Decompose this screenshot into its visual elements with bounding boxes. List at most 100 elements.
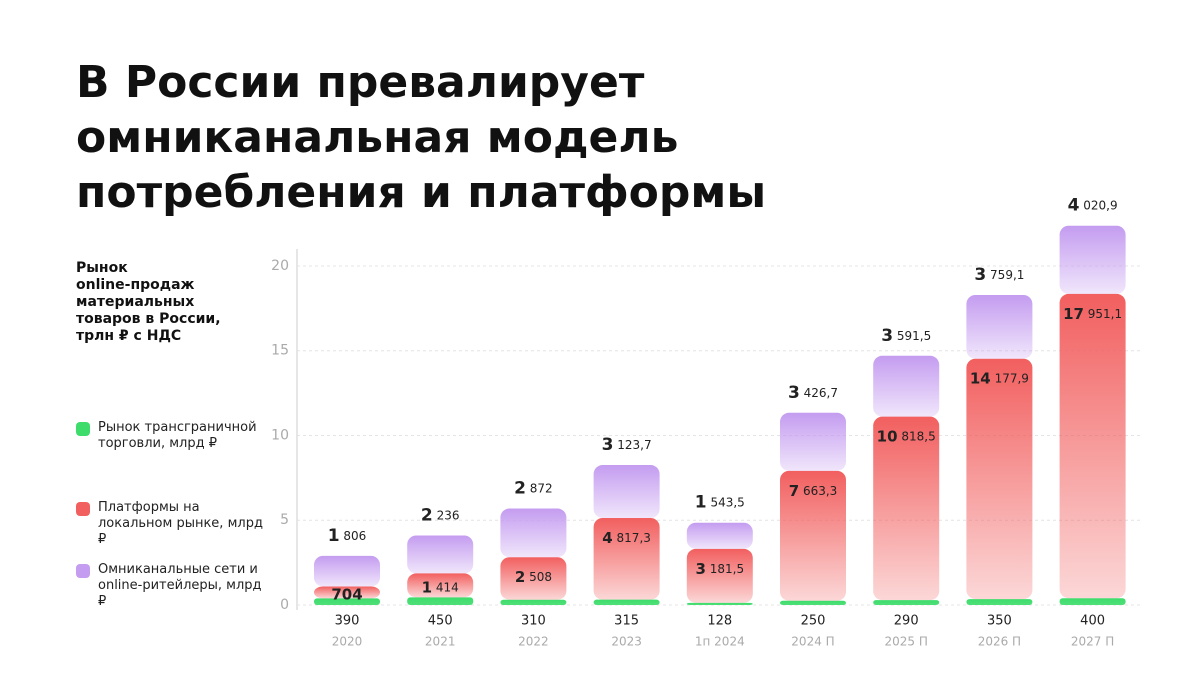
x-tick-label: 2025 П <box>885 635 928 649</box>
y-label-line: Рынок <box>76 260 128 276</box>
y-label-line: online-продаж <box>76 277 195 293</box>
label-minor: 414 <box>432 580 459 594</box>
value-label: 290 <box>894 614 919 629</box>
bar-segment <box>873 600 940 605</box>
y-tick-label: 15 <box>271 343 289 359</box>
label-minor: 177,9 <box>991 371 1029 385</box>
chart-title: потребления и платформы <box>76 167 766 218</box>
y-label-line: товаров в России, <box>76 311 221 327</box>
label-minor: 236 <box>433 508 460 522</box>
bar-segment <box>873 355 940 417</box>
value-label: 3 181,5 <box>695 559 744 577</box>
value-label: 10 818,5 <box>877 427 936 445</box>
bar-segment <box>873 416 940 601</box>
label-minor: 020,9 <box>1079 198 1117 212</box>
label-minor: 508 <box>525 570 552 584</box>
value-label: 128 <box>707 614 732 629</box>
bar-segment <box>1059 225 1126 294</box>
label-minor: 543,5 <box>707 495 745 509</box>
bar-segment <box>780 470 846 601</box>
bar-segment <box>966 294 1033 359</box>
label-major: 10 <box>877 427 898 445</box>
bar-segment <box>593 465 660 518</box>
bar-segment <box>686 522 753 549</box>
bar-segment <box>1059 598 1126 605</box>
x-tick-label: 2022 <box>518 635 549 649</box>
label-major: 3 <box>881 326 893 346</box>
bar-segment <box>966 599 1033 605</box>
bar-segment <box>500 508 567 558</box>
value-label: 4 817,3 <box>602 528 651 546</box>
label-minor: 123,7 <box>613 438 651 452</box>
x-tick-label: 2020 <box>332 635 363 649</box>
label-major: 1 <box>328 526 340 546</box>
value-label: 3 426,7 <box>788 383 838 403</box>
chart-title: В России превалирует <box>76 57 645 108</box>
chart-title: омниканальная модель <box>76 112 678 163</box>
legend-item: Рынок трансграничной торговли, млрд ₽ <box>76 420 266 452</box>
value-label: 2 508 <box>515 568 552 586</box>
value-label: 400 <box>1080 614 1105 629</box>
value-label: 1 414 <box>422 578 459 596</box>
label-major: 704 <box>331 585 362 603</box>
bar-segment <box>500 557 567 600</box>
legend-swatch <box>76 564 90 578</box>
label-minor: 426,7 <box>800 385 838 399</box>
value-label: 7 663,3 <box>789 481 838 499</box>
y-axis-label: Рынок online-продаж материальных товаров в … <box>76 260 266 345</box>
x-tick-label: 2026 П <box>978 635 1021 649</box>
y-tick-label: 20 <box>271 258 289 274</box>
bar-segment <box>314 598 380 605</box>
label-minor: 818,5 <box>898 429 936 443</box>
label-major: 3 <box>788 383 800 403</box>
y-label-line: материальных <box>76 294 195 310</box>
value-label: 704 <box>331 585 362 603</box>
label-major: 3 <box>695 559 705 577</box>
label-major: 1 <box>422 578 432 596</box>
value-label: 2 236 <box>421 505 460 525</box>
value-label: 17 951,1 <box>1063 304 1122 322</box>
value-label: 350 <box>987 614 1012 629</box>
label-major: 1 <box>695 493 707 513</box>
label-major: 2 <box>515 568 525 586</box>
x-tick-label: 2023 <box>611 635 642 649</box>
bar-segment <box>593 517 660 600</box>
label-minor: 591,5 <box>893 328 931 342</box>
legend-swatch <box>76 502 90 516</box>
value-label: 4 020,9 <box>1068 196 1118 216</box>
label-minor: 806 <box>340 528 367 542</box>
label-major: 2 <box>514 479 526 499</box>
bar-segment <box>1059 293 1126 599</box>
bar-segment <box>780 412 846 471</box>
bar-segment <box>686 602 753 605</box>
value-label: 1 806 <box>328 526 367 546</box>
x-tick-label: 2021 <box>425 635 456 649</box>
label-major: 7 <box>789 481 799 499</box>
label-major: 4 <box>602 528 612 546</box>
x-tick-label: 2027 П <box>1071 635 1114 649</box>
bar-segment <box>500 599 567 605</box>
label-minor: 759,1 <box>986 267 1024 281</box>
y-tick-label: 0 <box>280 597 289 613</box>
legend-label: Рынок трансграничной торговли, млрд ₽ <box>98 420 257 451</box>
label-minor: 817,3 <box>613 530 651 544</box>
label-major: 2 <box>421 505 433 525</box>
value-label: 310 <box>521 614 546 629</box>
label-minor: 181,5 <box>706 561 744 575</box>
value-label: 3 123,7 <box>602 435 652 455</box>
legend-item: Платформы на локальном рынке, млрд ₽ <box>76 500 266 548</box>
label-major: 14 <box>970 369 991 387</box>
legend-label: Омниканальные сети и online-ритейлеры, м… <box>98 562 262 609</box>
bar-segment <box>966 358 1033 600</box>
bar-segment <box>314 555 380 587</box>
label-minor: 951,1 <box>1084 306 1122 320</box>
bar-segment <box>780 600 846 605</box>
value-label: 14 177,9 <box>970 369 1029 387</box>
value-label: 1 543,5 <box>695 493 745 513</box>
label-major: 3 <box>602 435 614 455</box>
x-tick-label: 2024 П <box>791 635 834 649</box>
value-label: 3 591,5 <box>881 326 931 346</box>
x-tick-label: 1п 2024 <box>695 635 745 649</box>
